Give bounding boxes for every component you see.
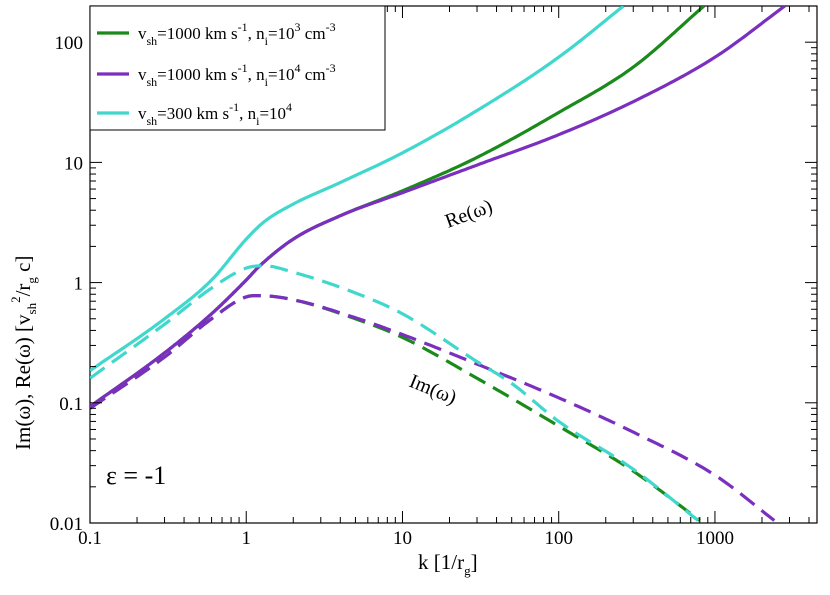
- legend-label-part: cm: [301, 24, 326, 43]
- re-curve-2: [90, 6, 625, 373]
- legend-label-part: v: [138, 65, 147, 84]
- y-axis-label-part2: /r: [11, 284, 35, 297]
- im-curve-3: [90, 294, 701, 522]
- im-annotation: Im(ω): [406, 370, 459, 409]
- y-tick-label: 10: [64, 153, 83, 174]
- re-annotation: Re(ω): [442, 195, 495, 232]
- y-axis-label-part1: Im(ω), Re(ω) [v: [11, 314, 35, 450]
- legend-label-part: , n: [248, 24, 266, 43]
- im-curve-4: [90, 294, 776, 522]
- y-axis-label-sup1: 2: [8, 296, 23, 303]
- legend-label-part: i: [265, 75, 269, 89]
- legend-label: vsh=1000 km s-1, ni=104 cm-3: [138, 61, 336, 89]
- x-axis-label-main: k [1/r: [418, 550, 464, 574]
- legend-label-part: , n: [248, 65, 266, 84]
- legend-box: [89, 5, 386, 131]
- x-tick-label: 10: [393, 528, 412, 549]
- legend-label-part: =300 km s: [157, 104, 229, 123]
- y-tick-label: 0.01: [50, 514, 83, 535]
- y-axis-label-sub2: g: [24, 277, 39, 284]
- legend-label-part: cm: [301, 65, 326, 84]
- plot-frame: [89, 5, 818, 524]
- legend-label-part: 4: [295, 61, 301, 75]
- legend-label-part: -1: [238, 61, 248, 75]
- legend-label-part: -1: [238, 20, 248, 34]
- series-layer: [90, 6, 786, 522]
- x-tick-label: 1000: [696, 528, 734, 549]
- x-tick-label: 0.1: [78, 528, 102, 549]
- legend-label-part: sh: [147, 114, 158, 128]
- legend-label-part: 3: [295, 20, 301, 34]
- x-tick-label: 1: [241, 528, 251, 549]
- legend-label: vsh=300 km s-1, ni=104: [138, 100, 292, 128]
- y-tick-label: 1: [74, 274, 84, 295]
- legend-label-part: -1: [229, 100, 239, 114]
- legend-label: vsh=1000 km s-1, ni=103 cm-3: [138, 20, 336, 48]
- legend-label-part: =10: [259, 104, 286, 123]
- legend-label-part: -3: [326, 61, 336, 75]
- legend-label-part: sh: [147, 75, 158, 89]
- legend-label-part: =10: [268, 24, 295, 43]
- y-tick-label: 0.1: [59, 394, 83, 415]
- epsilon-annotation: ε = -1: [106, 461, 166, 490]
- legend-label-part: =1000 km s: [157, 24, 237, 43]
- y-tick-label: 100: [55, 33, 84, 54]
- legend-label-part: sh: [147, 34, 158, 48]
- x-axis-label-end: ]: [471, 550, 478, 574]
- legend-label-part: v: [138, 104, 147, 123]
- x-axis-label-sub: g: [464, 563, 471, 578]
- legend-label-part: i: [256, 114, 260, 128]
- x-axis-label: k [1/rg]: [418, 550, 478, 578]
- y-axis-label-part3: c]: [11, 256, 35, 278]
- legend-label-part: v: [138, 24, 147, 43]
- legend-label-part: 4: [286, 100, 292, 114]
- legend-label-part: i: [265, 34, 269, 48]
- y-axis-label: Im(ω), Re(ω) [vsh2/rg c]: [8, 256, 39, 450]
- y-axis-label-sub1: sh: [24, 302, 39, 314]
- legend-label-part: =10: [268, 65, 295, 84]
- re-curve-1: [90, 6, 786, 408]
- im-curve-5: [90, 264, 700, 522]
- legend-label-part: =1000 km s: [157, 65, 237, 84]
- x-tick-label: 100: [544, 528, 573, 549]
- legend-label-part: -3: [326, 20, 336, 34]
- legend-label-part: , n: [239, 104, 257, 123]
